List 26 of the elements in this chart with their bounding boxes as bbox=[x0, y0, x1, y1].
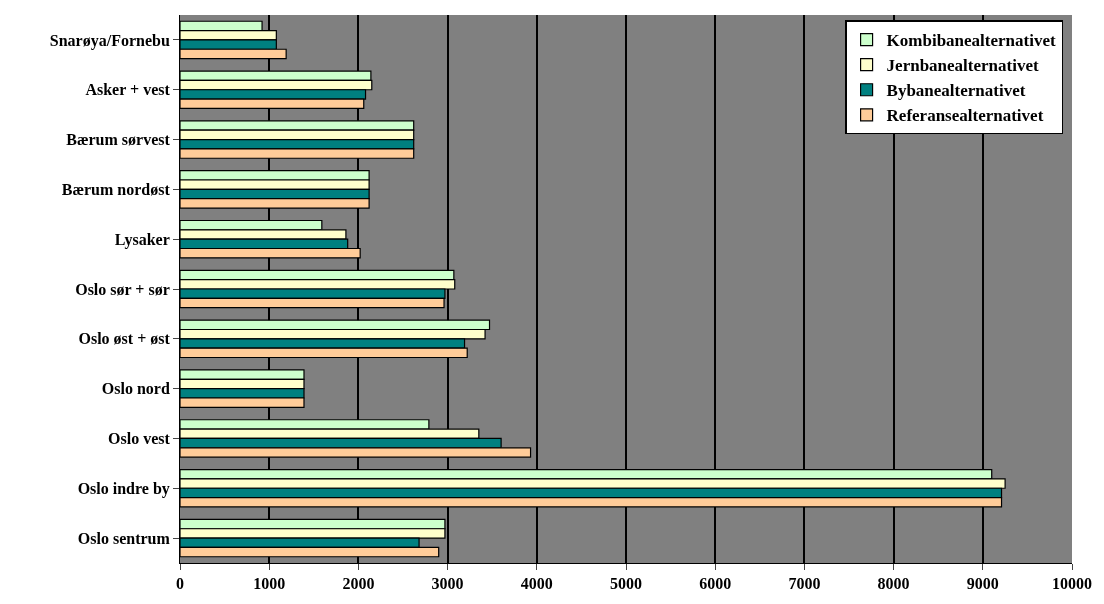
x-tick-label: 10000 bbox=[1052, 575, 1092, 593]
x-tick-label: 5000 bbox=[610, 575, 642, 593]
x-tick-label: 7000 bbox=[788, 575, 821, 593]
x-tick-label: 4000 bbox=[520, 575, 553, 593]
x-tick-label: 6000 bbox=[699, 575, 732, 593]
legend-label: Kombibanealternativet bbox=[886, 31, 1056, 51]
x-tick-label: 0 bbox=[176, 575, 184, 593]
y-tick-label: Bærum sørvest bbox=[66, 131, 171, 149]
legend-label: Bybanealternativet bbox=[886, 81, 1026, 101]
y-tick-label: Snarøya/Fornebu bbox=[49, 31, 170, 50]
legend-label: Jernbanealternativet bbox=[886, 56, 1039, 76]
y-tick-label: Lysaker bbox=[114, 230, 170, 249]
x-tick-label: 9000 bbox=[966, 575, 999, 593]
x-tick-label: 3000 bbox=[431, 575, 464, 593]
y-tick-label: Oslo vest bbox=[108, 430, 171, 448]
y-tick-label: Oslo øst + øst bbox=[78, 330, 171, 348]
x-tick-label: 1000 bbox=[253, 575, 286, 593]
y-tick-label: Oslo indre by bbox=[77, 479, 170, 498]
x-tick-label: 8000 bbox=[877, 575, 910, 593]
y-tick-label: Asker + vest bbox=[85, 81, 171, 99]
legend-label: Referansealternativet bbox=[886, 106, 1044, 126]
y-tick-label: Bærum nordøst bbox=[61, 180, 171, 198]
y-tick-label: Oslo sentrum bbox=[77, 529, 171, 547]
y-tick-label: Oslo nord bbox=[101, 380, 170, 398]
x-tick-label: 2000 bbox=[342, 575, 375, 593]
y-tick-label: Oslo sør + sør bbox=[75, 280, 170, 298]
